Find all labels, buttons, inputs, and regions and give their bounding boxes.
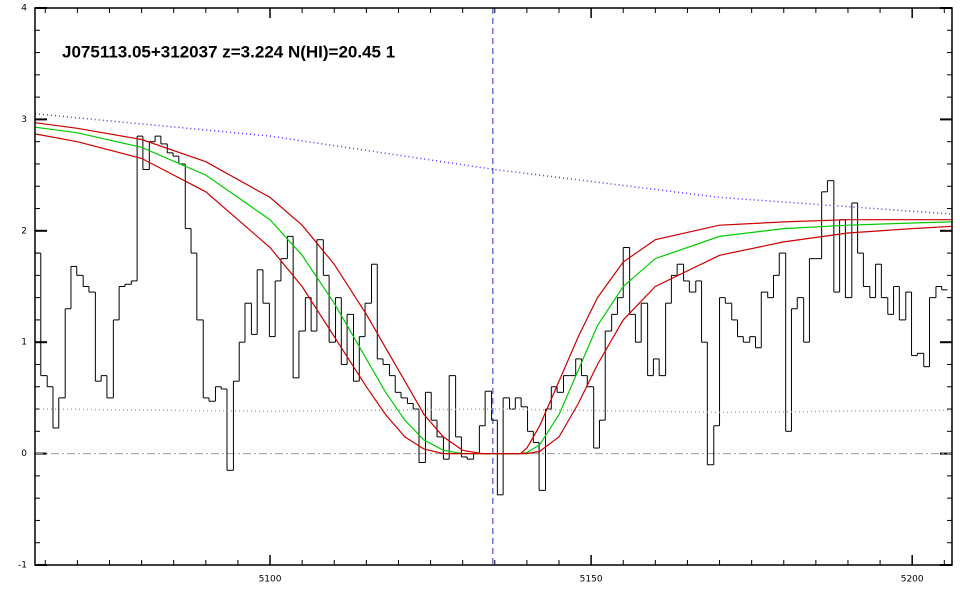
y-tick-label: 4	[21, 4, 27, 14]
x-tick-label: 5100	[259, 575, 282, 585]
chart-title: J075113.05+312037 z=3.224 N(HI)=20.45 1	[62, 42, 395, 61]
x-tick-label: 5200	[901, 575, 924, 585]
model-line	[34, 133, 953, 455]
y-tick-label: 1	[21, 338, 27, 348]
y-tick-label: 3	[21, 115, 27, 125]
y-tick-label: -1	[18, 561, 27, 571]
y-tick-label: 0	[21, 449, 27, 459]
x-tick-label: 5150	[580, 575, 603, 585]
y-tick-label: 2	[21, 226, 27, 236]
model-line	[34, 408, 953, 414]
plot-frame	[34, 7, 953, 566]
